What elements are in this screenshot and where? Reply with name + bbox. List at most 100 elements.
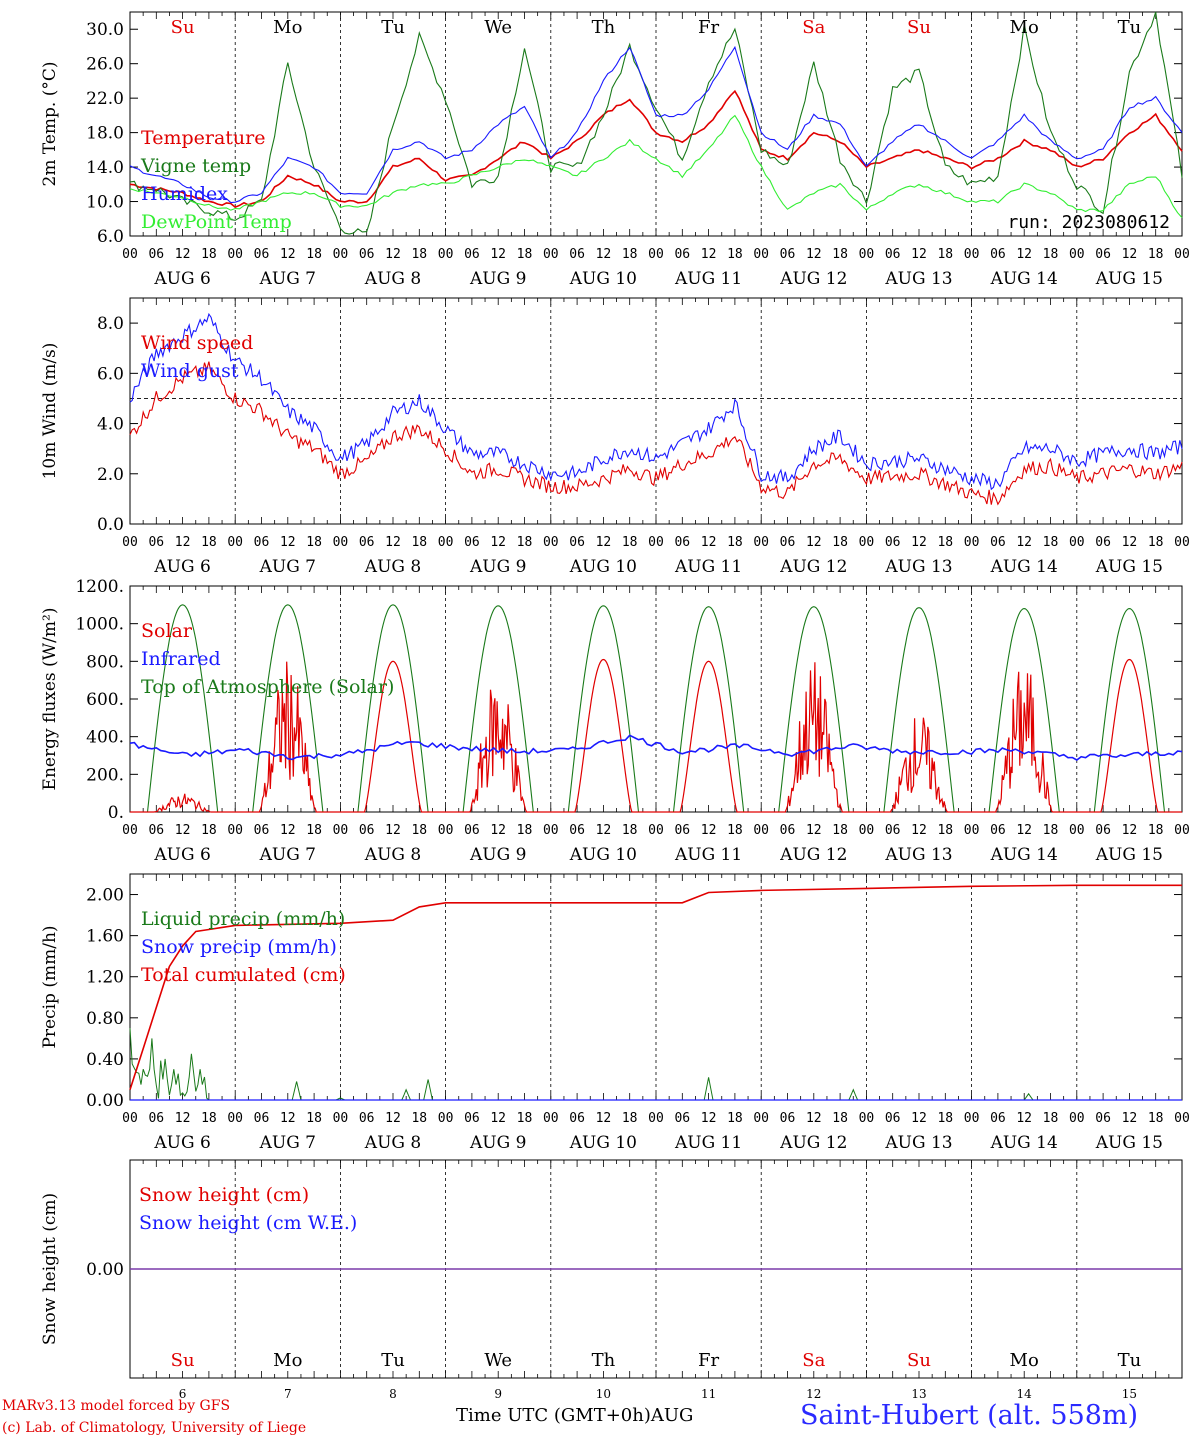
date-label: AUG 14 [990,1133,1058,1153]
y-axis-label: Energy fluxes (W/m²) [40,608,60,791]
hour-label: 00 [438,535,454,550]
hour-label: 12 [701,1111,717,1126]
hour-label: 12 [1122,535,1138,550]
hour-label: 12 [490,535,506,550]
hour-label: 00 [648,1111,664,1126]
y-axis-label: Snow height (cm) [40,1193,60,1345]
y-tick-label: 6.0 [97,227,124,247]
hour-label: 18 [517,1111,533,1126]
hour-label: 06 [990,535,1006,550]
hour-label: 12 [1016,535,1032,550]
hour-label: 18 [201,535,217,550]
date-label: AUG 12 [779,1133,847,1153]
hour-label: 06 [254,247,270,262]
date-label: AUG 6 [153,1133,210,1153]
hour-label: 18 [1148,535,1164,550]
date-label: AUG 9 [469,845,526,865]
hour-label: 06 [464,535,480,550]
day-abbrev: Fr [698,17,719,38]
date-label: AUG 12 [779,557,847,577]
hour-label: 00 [122,823,138,838]
y-tick-label: 8.0 [97,314,124,334]
date-label: AUG 14 [990,557,1058,577]
hour-label: 00 [1069,823,1085,838]
y-tick-label: 22.0 [86,89,124,109]
day-abbrev: Mo [1010,1350,1039,1371]
hour-label: 18 [937,823,953,838]
hour-label: 18 [517,823,533,838]
legend-entry: Snow height (cm) [139,1184,309,1206]
hour-label: 06 [464,247,480,262]
day-number: 7 [284,1387,292,1401]
date-label: AUG 11 [674,269,742,289]
date-label: AUG 8 [364,845,421,865]
day-abbrev: We [484,1350,512,1371]
hour-label: 06 [148,535,164,550]
hour-label: 06 [359,823,375,838]
hour-label: 18 [832,1111,848,1126]
day-number: 10 [596,1387,611,1401]
hour-label: 18 [937,247,953,262]
day-number: 12 [806,1387,821,1401]
hour-label: 06 [148,247,164,262]
date-label: AUG 13 [884,1133,952,1153]
day-number: 9 [494,1387,502,1401]
legend-entry: Wind gust [141,360,239,382]
hour-label: 12 [385,247,401,262]
hour-label: 12 [280,823,296,838]
hour-label: 00 [753,247,769,262]
hour-label: 06 [569,1111,585,1126]
hour-label: 00 [122,247,138,262]
date-label: AUG 11 [674,845,742,865]
wind-series-line [129,361,1183,506]
temp-series-line [129,114,1183,218]
hour-label: 18 [306,823,322,838]
hour-label: 00 [543,535,559,550]
hour-label: 12 [806,1111,822,1126]
y-tick-label: 0. [108,803,124,823]
hour-label: 18 [832,247,848,262]
hour-label: 12 [596,823,612,838]
hour-label: 18 [306,535,322,550]
day-abbrev: Fr [698,1350,719,1371]
hour-label: 18 [727,1111,743,1126]
hour-label: 12 [806,535,822,550]
y-tick-label: 0.00 [86,1091,124,1111]
lab-credit: (c) Lab. of Climatology, University of L… [2,1420,307,1436]
hour-label: 06 [359,1111,375,1126]
temp-series-line [129,45,1183,204]
y-tick-label: 2.0 [97,465,124,485]
date-label: AUG 7 [259,1133,316,1153]
hour-label: 12 [385,535,401,550]
hour-label: 06 [569,535,585,550]
hour-label: 00 [648,247,664,262]
legend-entry: Liquid precip (mm/h) [141,908,345,930]
toa-solar-arch [672,606,745,813]
date-label: AUG 9 [469,269,526,289]
y-tick-label: 1.20 [86,968,124,988]
y-tick-label: 400. [86,728,124,748]
hour-label: 06 [885,823,901,838]
hour-label: 18 [1043,823,1059,838]
hour-label: 06 [674,535,690,550]
y-tick-label: 10.0 [86,193,124,213]
day-abbrev: Mo [273,17,302,38]
hour-label: 00 [333,247,349,262]
hour-label: 06 [1095,1111,1111,1126]
hour-label: 00 [964,823,980,838]
hour-label: 12 [701,535,717,550]
temp-series-line [129,89,1183,209]
hour-label: 18 [306,247,322,262]
hour-label: 12 [701,247,717,262]
y-tick-label: 14.0 [86,158,124,178]
toa-solar-arch [252,604,324,813]
hour-label: 06 [780,247,796,262]
hour-label: 12 [385,1111,401,1126]
hour-label: 00 [859,247,875,262]
hour-label: 00 [964,535,980,550]
day-number: 8 [389,1387,397,1401]
date-label: AUG 15 [1095,557,1163,577]
y-tick-label: 2.00 [86,886,124,906]
day-abbrev: Sa [802,1350,825,1371]
date-label: AUG 7 [259,269,316,289]
